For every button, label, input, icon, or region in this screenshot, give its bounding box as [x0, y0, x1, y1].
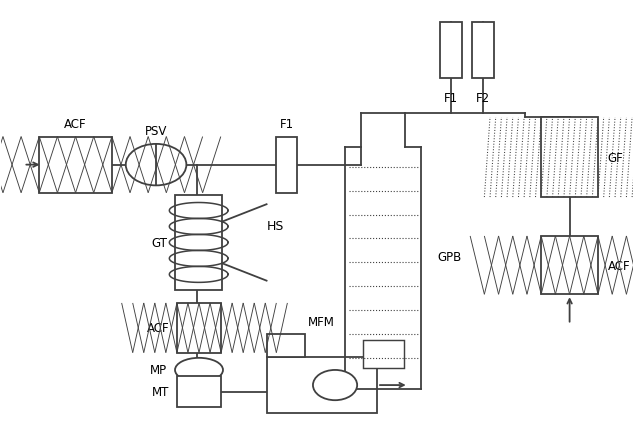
Text: ACF: ACF — [147, 322, 169, 335]
Text: GT: GT — [152, 237, 168, 250]
Text: F2: F2 — [476, 92, 490, 105]
Bar — [472, 23, 494, 79]
Ellipse shape — [175, 358, 223, 382]
Text: MFM: MFM — [308, 315, 335, 328]
Circle shape — [313, 370, 357, 400]
Text: GF: GF — [608, 151, 623, 164]
Bar — [276, 137, 297, 193]
Bar — [363, 340, 404, 368]
Bar — [440, 23, 462, 79]
Text: ACF: ACF — [64, 118, 87, 131]
Bar — [175, 195, 222, 290]
Text: F1: F1 — [444, 92, 458, 105]
Text: F1: F1 — [280, 118, 294, 131]
Bar — [266, 335, 305, 357]
Text: MP: MP — [150, 364, 168, 377]
Bar — [39, 137, 112, 193]
Text: GPB: GPB — [437, 250, 461, 263]
Bar — [266, 357, 377, 413]
Text: PSV: PSV — [145, 125, 168, 138]
Text: HS: HS — [266, 219, 284, 232]
Circle shape — [125, 145, 187, 186]
Bar — [541, 237, 598, 295]
Text: ACF: ACF — [608, 259, 630, 272]
Bar — [177, 377, 221, 407]
Bar — [177, 303, 221, 353]
Bar — [541, 118, 598, 197]
Text: MT: MT — [152, 385, 169, 398]
